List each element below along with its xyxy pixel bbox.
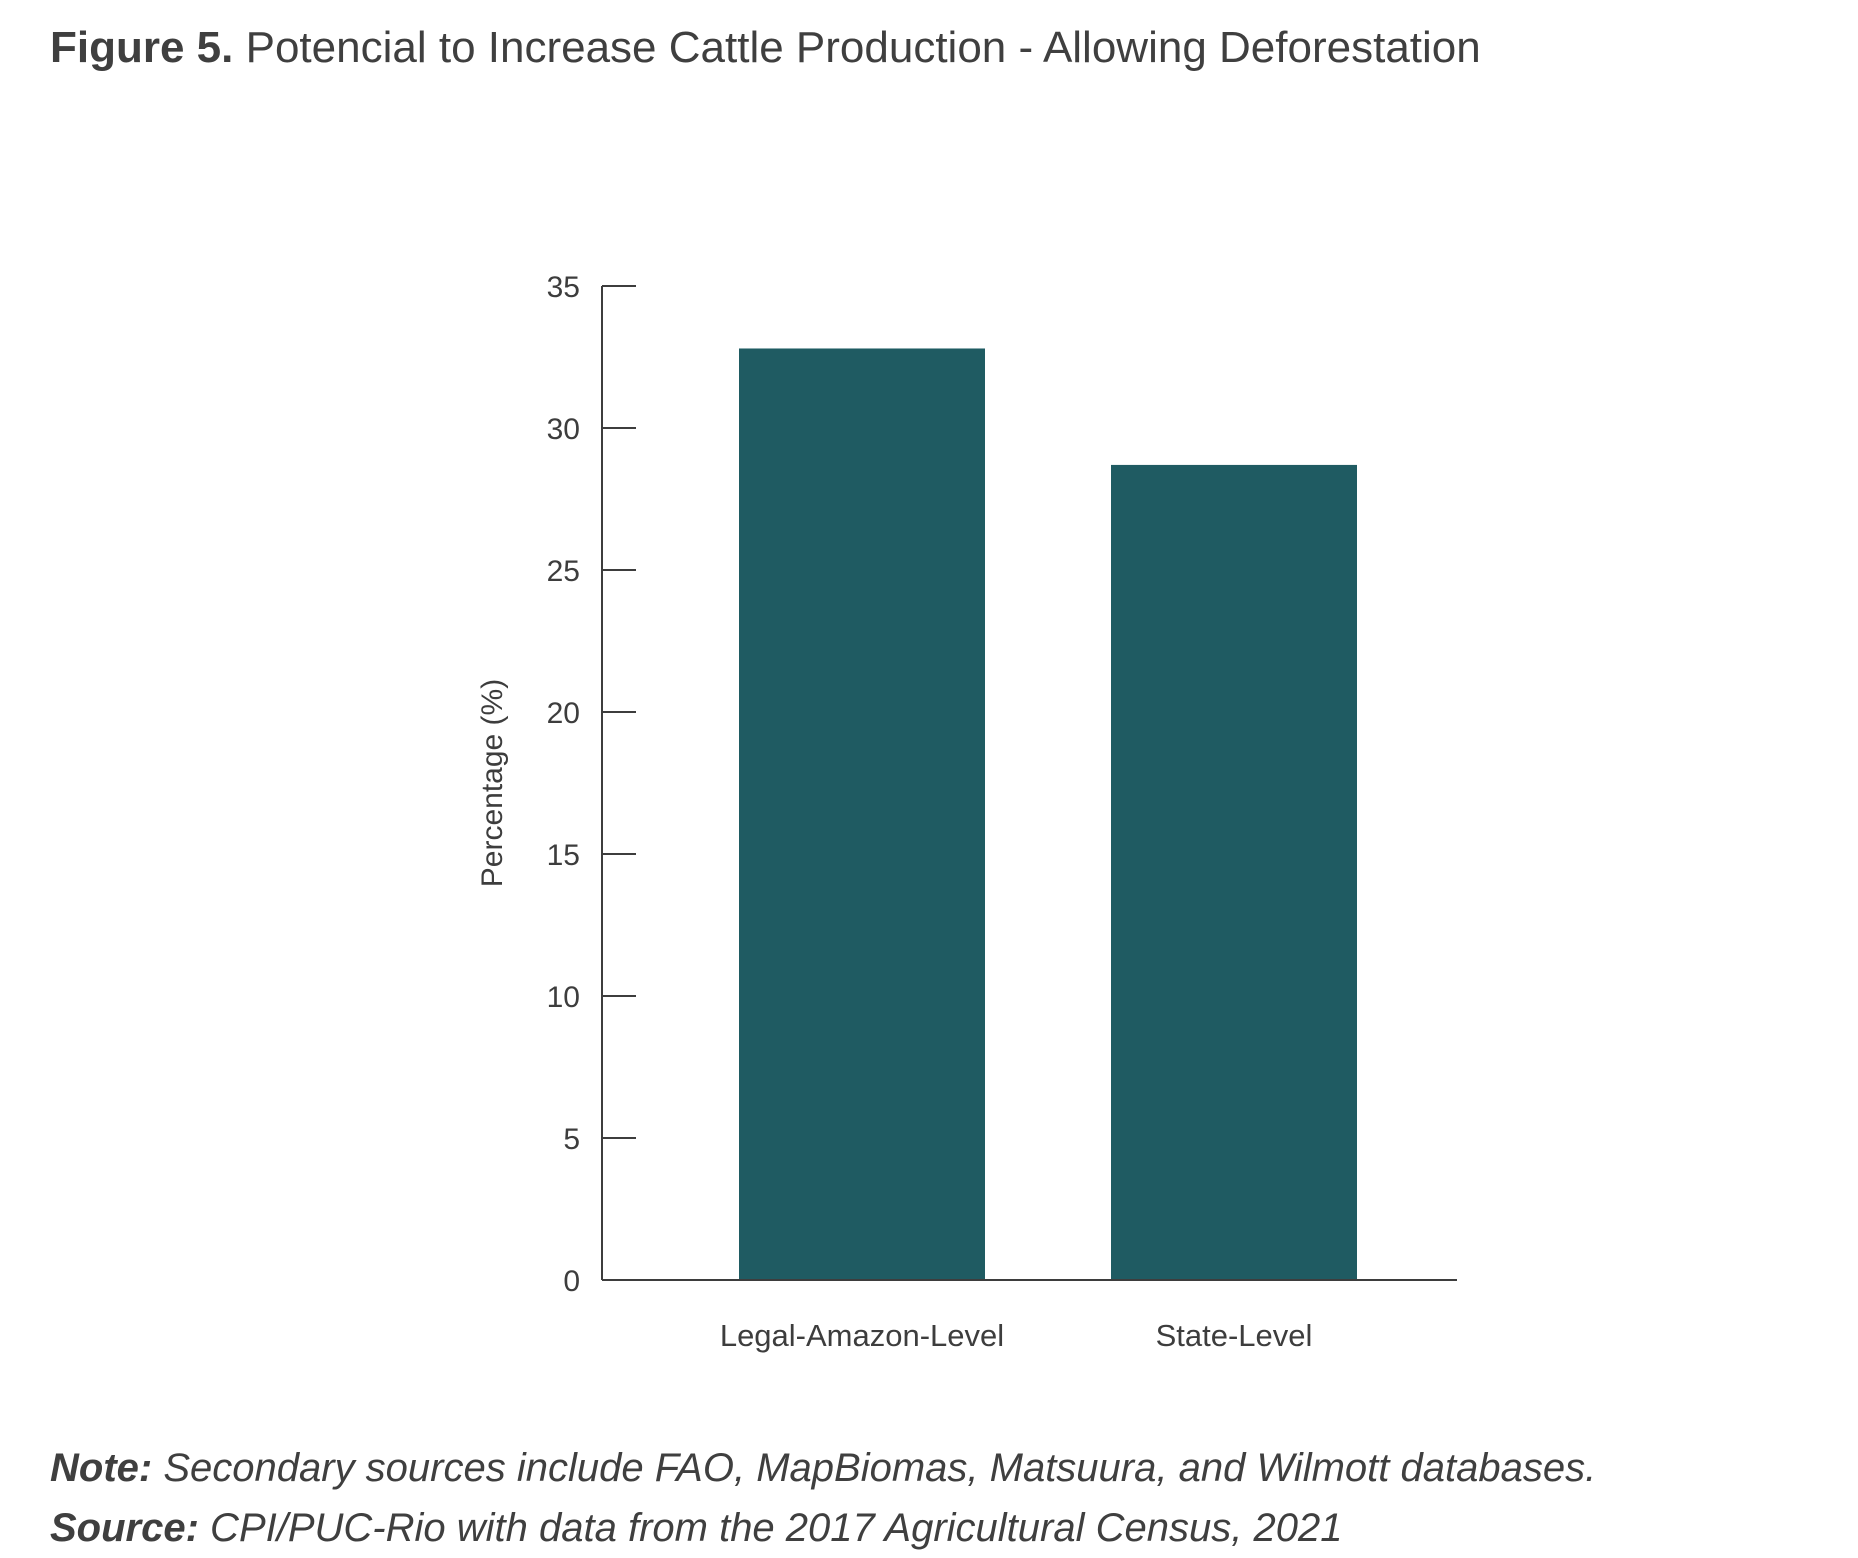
figure-label: Figure 5. xyxy=(50,23,234,72)
bars xyxy=(739,348,1357,1281)
x-axis-labels: Legal-Amazon-Level State-Level xyxy=(720,1318,1313,1353)
bar xyxy=(739,348,985,1281)
y-tick-label: 10 xyxy=(547,981,580,1014)
source-label: Source: xyxy=(50,1506,199,1550)
note-line: Note: Secondary sources include FAO, Map… xyxy=(50,1438,1596,1498)
y-tick-label: 15 xyxy=(547,839,580,872)
y-tick-label: 35 xyxy=(547,271,580,304)
bar xyxy=(1111,464,1357,1280)
y-tick-label: 5 xyxy=(563,1123,580,1156)
y-axis-ticks: 0 5 10 15 20 25 30 35 xyxy=(547,271,636,1298)
source-text: CPI/PUC-Rio with data from the 2017 Agri… xyxy=(198,1506,1343,1550)
y-tick-label: 25 xyxy=(547,555,580,588)
y-tick-label: 0 xyxy=(563,1265,580,1298)
x-category-label: State-Level xyxy=(1156,1318,1313,1353)
source-line: Source: CPI/PUC-Rio with data from the 2… xyxy=(50,1498,1596,1558)
figure-title-text: Potencial to Increase Cattle Production … xyxy=(245,23,1481,72)
figure-footer: Note: Secondary sources include FAO, Map… xyxy=(50,1438,1596,1558)
note-text: Secondary sources include FAO, MapBiomas… xyxy=(152,1446,1597,1490)
y-tick-label: 20 xyxy=(547,697,580,730)
y-axis-label: Percentage (%) xyxy=(476,679,509,887)
note-label: Note: xyxy=(50,1446,153,1490)
y-tick-label: 30 xyxy=(547,413,580,446)
x-category-label: Legal-Amazon-Level xyxy=(720,1318,1004,1353)
figure-title: Figure 5. Potencial to Increase Cattle P… xyxy=(50,18,1481,78)
